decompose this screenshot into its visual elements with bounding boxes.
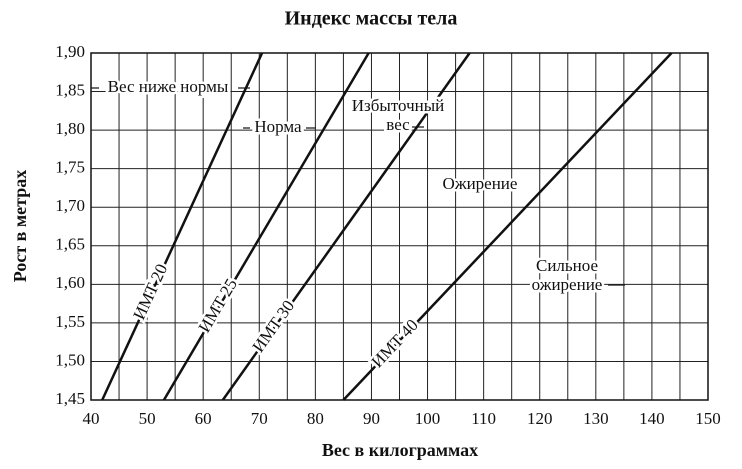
line-label: ИМТ 20 xyxy=(129,261,171,323)
line-label: ИМТ 40 xyxy=(368,315,422,371)
y-tick-label: 1,90 xyxy=(55,42,85,61)
bmi-line xyxy=(342,52,673,401)
y-tick-label: 1,80 xyxy=(55,119,85,138)
x-tick-label: 150 xyxy=(695,409,721,428)
region-label: вес xyxy=(386,115,410,134)
x-tick-label: 50 xyxy=(139,409,156,428)
region-label: Норма xyxy=(254,117,302,136)
y-tick-label: 1,65 xyxy=(55,235,85,254)
y-axis-label: Рост в метрах xyxy=(10,170,30,282)
x-axis-label: Вес в килограммах xyxy=(322,440,478,460)
y-tick-label: 1,75 xyxy=(55,158,85,177)
bmi-line xyxy=(221,52,471,401)
x-tick-label: 60 xyxy=(195,409,212,428)
y-tick-label: 1,55 xyxy=(55,312,85,331)
y-tick-label: 1,70 xyxy=(55,196,85,215)
y-tick-label: 1,45 xyxy=(55,389,85,408)
x-tick-label: 100 xyxy=(415,409,441,428)
bmi-line xyxy=(162,52,370,401)
x-tick-label: 140 xyxy=(639,409,665,428)
region-label: ожирение xyxy=(532,275,603,294)
x-tick-label: 110 xyxy=(471,409,496,428)
x-tick-label: 70 xyxy=(251,409,268,428)
line-label: ИМТ 30 xyxy=(248,297,298,356)
x-tick-label: 40 xyxy=(83,409,100,428)
bmi-line xyxy=(101,52,264,401)
region-label: Ожирение xyxy=(443,174,518,193)
chart-title: Индекс массы тела xyxy=(285,8,458,30)
y-tick-label: 1,50 xyxy=(55,350,85,369)
x-tick-label: 90 xyxy=(363,409,380,428)
region-label: Сильное xyxy=(536,256,598,275)
x-tick-label: 80 xyxy=(307,409,324,428)
y-tick-label: 1,85 xyxy=(55,80,85,99)
x-tick-label: 120 xyxy=(527,409,553,428)
x-tick-label: 130 xyxy=(583,409,609,428)
plot-frame xyxy=(90,52,709,401)
y-tick-label: 1,60 xyxy=(55,273,85,292)
region-label: Избыточный xyxy=(352,96,445,115)
region-label: Вес ниже нормы xyxy=(108,77,229,96)
